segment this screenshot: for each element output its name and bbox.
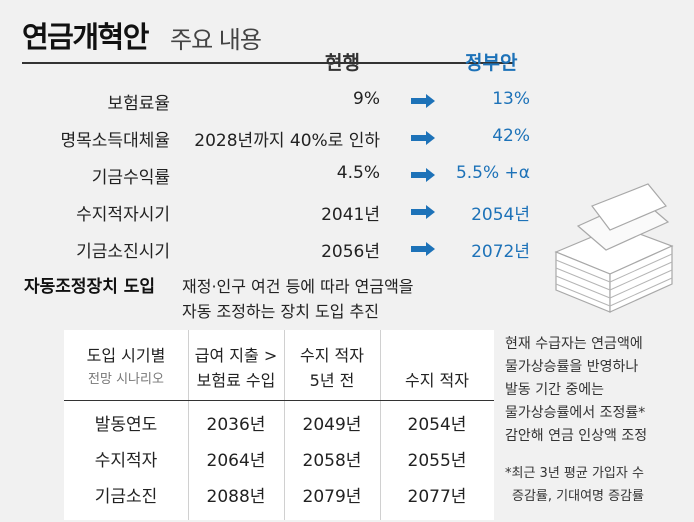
footnote-line2: 증감률, 기대여명 증감률 xyxy=(512,489,644,504)
table-row-label: 수지적자 xyxy=(94,451,158,471)
auto-adjust-text-line2: 자동 조정하는 장치 도입 추진 xyxy=(182,302,379,321)
column-header-current: 현행 xyxy=(325,52,360,74)
row-current-value: 9% xyxy=(353,89,380,109)
auto-adjust-label: 자동조정장치 도입 xyxy=(24,277,156,297)
table-header-rule xyxy=(64,400,494,401)
row-label: 수지적자시기 xyxy=(76,205,170,225)
footnote-line1: *최근 3년 평균 가입자 수 xyxy=(505,466,644,481)
table-cell: 2088년 xyxy=(206,487,266,507)
right-arrow-icon xyxy=(411,131,435,145)
scenario-table: 도입 시기별 전망 시나리오 급여 지출 > 보험료 수입 수지 적자 5년 전… xyxy=(64,330,494,520)
table-row-label: 기금소진 xyxy=(94,487,158,507)
note-line: 감안해 연금 인상액 조정 xyxy=(505,428,648,444)
right-arrow-icon xyxy=(411,205,435,219)
table-cell: 2054년 xyxy=(407,415,467,435)
row-current-value: 2041년 xyxy=(321,205,380,225)
table-cell: 2077년 xyxy=(407,487,467,507)
table-cell: 2049년 xyxy=(302,415,362,435)
row-label: 기금소진시기 xyxy=(76,242,170,262)
column-header-government: 정부안 xyxy=(465,52,518,74)
note-line: 발동 기간 중에는 xyxy=(505,382,605,398)
table-header-expenditure: 급여 지출 > xyxy=(194,346,278,365)
row-label: 명목소득대체율 xyxy=(60,131,170,151)
row-current-value: 4.5% xyxy=(336,163,380,183)
table-cell: 2079년 xyxy=(302,487,362,507)
table-cell: 2036년 xyxy=(206,415,266,435)
title-divider xyxy=(22,62,514,64)
right-arrow-icon xyxy=(411,168,435,182)
table-divider xyxy=(284,330,285,520)
right-arrow-icon xyxy=(411,242,435,256)
row-label: 보험료율 xyxy=(107,94,170,114)
table-header-deficit: 수지 적자 xyxy=(405,371,469,390)
row-government-value: 2054년 xyxy=(471,205,530,225)
table-divider xyxy=(380,330,381,520)
row-government-value: 13% xyxy=(492,89,530,109)
row-current-value: 2056년 xyxy=(321,242,380,262)
table-cell: 2064년 xyxy=(206,451,266,471)
money-stack-illustration xyxy=(554,183,674,313)
row-label: 기금수익률 xyxy=(91,168,170,188)
row-current-value: 2028년까지 40%로 인하 xyxy=(194,131,380,151)
page-subtitle: 주요 내용 xyxy=(170,26,262,54)
table-header-expenditure-sub: 보험료 수입 xyxy=(196,371,276,390)
table-row-label: 발동연도 xyxy=(94,415,158,435)
table-header-deficit-5y-sub: 5년 전 xyxy=(309,371,355,390)
row-government-value: 5.5% +α xyxy=(455,163,530,183)
table-divider xyxy=(188,330,189,520)
row-government-value: 2072년 xyxy=(471,242,530,262)
note-line: 물가상승률을 반영하나 xyxy=(505,359,639,375)
table-header-deficit-5y: 수지 적자 xyxy=(300,346,364,365)
table-header-scenario: 도입 시기별 xyxy=(86,346,166,365)
right-arrow-icon xyxy=(411,94,435,108)
auto-adjust-text-line1: 재정·인구 여건 등에 따라 연금액을 xyxy=(182,277,414,296)
row-government-value: 42% xyxy=(492,126,530,146)
table-cell: 2055년 xyxy=(407,451,467,471)
note-line: 현재 수급자는 연금액에 xyxy=(505,336,643,352)
page-title: 연금개혁안 xyxy=(22,20,149,54)
note-line: 물가상승률에서 조정률* xyxy=(505,405,646,421)
table-cell: 2058년 xyxy=(302,451,362,471)
table-header-scenario-sub: 전망 시나리오 xyxy=(88,372,164,387)
